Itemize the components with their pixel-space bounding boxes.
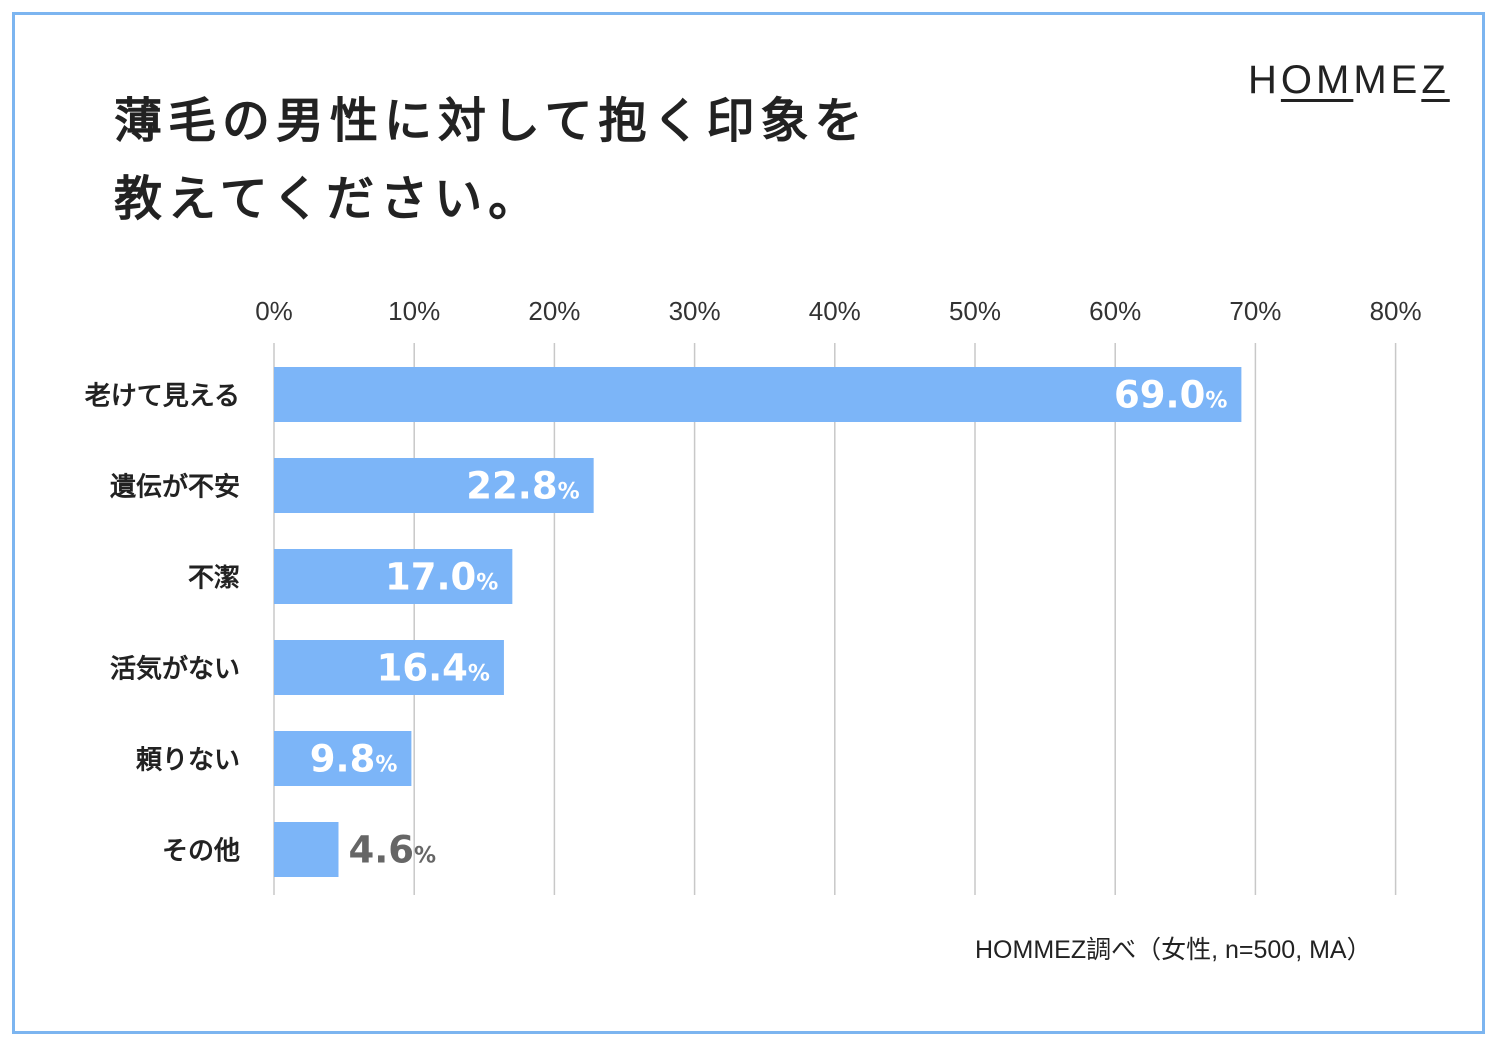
x-tick-label: 20% [528,296,580,326]
value-label: 17.0% [385,556,498,599]
value-unit: % [468,662,490,687]
bar [274,731,412,786]
bar [274,367,1242,422]
x-tick-label: 0% [255,296,293,326]
bar [274,822,339,877]
logo-part-underlined: Z [1421,58,1450,102]
category-label: 活気がない [110,654,240,685]
chart-frame [12,12,1485,1034]
logo-part: ME [1353,58,1422,102]
x-tick-label: 70% [1229,296,1281,326]
title-line-1: 薄毛の男性に対して抱く印象を [114,93,869,149]
x-tick-label: 60% [1089,296,1141,326]
category-label: 頼りない [136,746,240,776]
value-unit: % [414,844,436,869]
logo-part: H [1248,58,1281,102]
value-number: 69.0 [1114,374,1205,417]
bar [274,640,504,695]
x-tick-label: 30% [669,296,721,326]
bar [274,549,513,604]
logo-part-underlined: OM [1280,58,1354,102]
hommez-logo: HOMMEZ [1248,58,1446,103]
value-number: 16.4 [377,647,468,690]
category-label: 老けて見える [85,382,240,412]
value-label: 16.4% [377,647,490,690]
x-tick-label: 40% [809,296,861,326]
value-number: 4.6 [348,829,414,872]
x-tick-label: 10% [388,296,440,326]
bar [274,458,594,513]
source-note: HOMMEZ調べ（女性, n=500, MA） [975,936,1372,964]
value-unit: % [1205,389,1227,414]
value-label: 4.6% [348,829,436,872]
value-label: 69.0% [1114,374,1227,417]
value-number: 17.0 [385,556,476,599]
x-tick-label: 80% [1370,296,1422,326]
value-unit: % [558,480,580,505]
x-tick-label: 50% [949,296,1001,326]
value-label: 9.8% [310,738,398,781]
chart-title: 薄毛の男性に対して抱く印象を 教えてください。 [114,82,869,238]
title-line-2: 教えてください。 [114,171,543,227]
value-unit: % [476,571,498,596]
category-label: 不潔 [188,564,240,594]
category-label: 遺伝が不安 [110,472,240,503]
value-unit: % [375,753,397,778]
value-number: 22.8 [466,465,557,508]
value-number: 9.8 [310,738,376,781]
category-label: その他 [162,837,240,867]
value-label: 22.8% [466,465,579,508]
